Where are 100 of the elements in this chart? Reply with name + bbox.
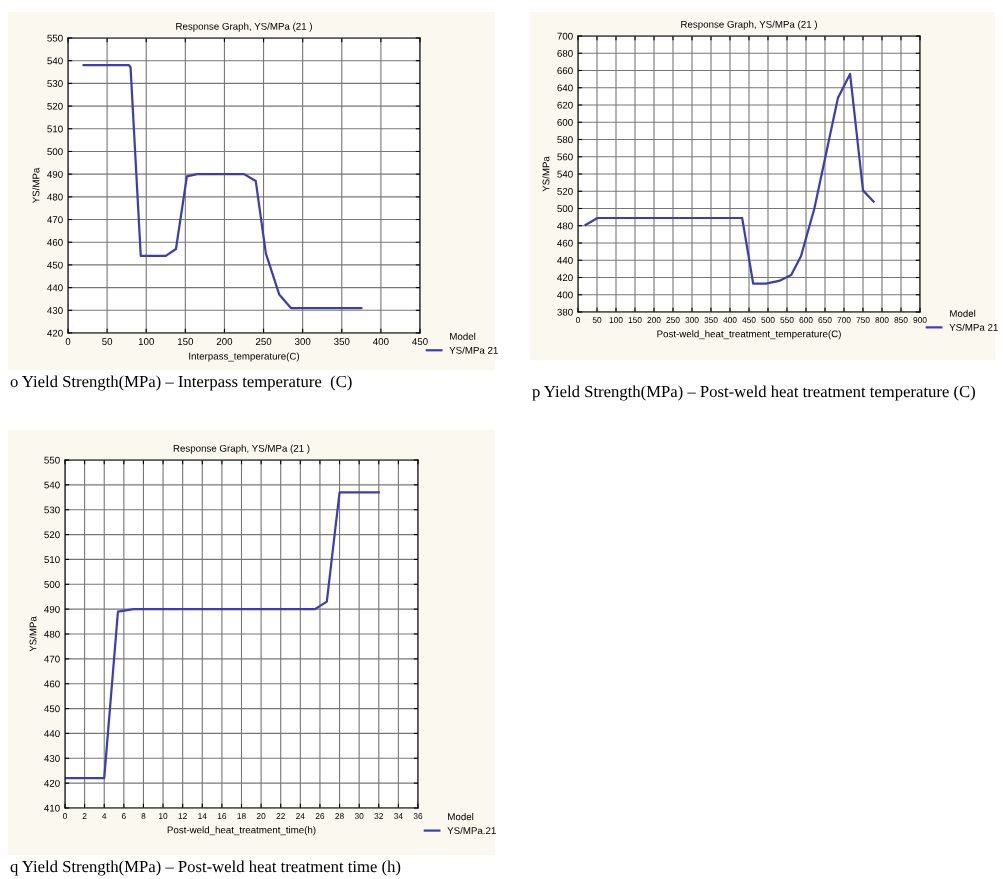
y-tick-label: 460 [557,239,573,247]
chart-title: Response Graph, YS/MPa (21 ) [173,444,310,454]
x-tick-label: 32 [374,813,383,819]
x-tick-label: 350 [334,338,350,345]
x-tick-label: 200 [647,317,661,323]
chart-title: Response Graph, YS/MPa (21 ) [681,20,817,30]
x-axis-title: Post-weld_heat_treatment_temperature(C) [657,330,841,340]
y-tick-label: 520 [47,102,63,110]
x-tick-label: 450 [742,317,756,323]
x-tick-label: 36 [413,813,423,819]
y-tick-label: 410 [44,804,60,812]
y-tick-label: 450 [47,261,63,269]
x-tick-label: 400 [723,317,737,323]
x-tick-label: 30 [354,813,364,819]
y-tick-label: 500 [44,581,60,588]
legend-label: YS/MPa 21 [949,323,998,331]
x-tick-label: 20 [256,813,266,819]
x-tick-label: 24 [296,813,305,819]
x-tick-label: 14 [198,813,207,819]
y-axis-title: YS/MPa [32,167,40,204]
legend-title: Model [450,332,476,340]
x-tick-label: 550 [780,317,794,323]
x-tick-label: 200 [216,338,233,345]
x-tick-label: 100 [138,338,154,345]
x-tick-label: 8 [141,813,146,819]
x-tick-label: 300 [294,338,311,345]
y-tick-label: 660 [557,67,573,75]
y-axis-title: YS/MPa [29,616,37,652]
y-tick-label: 530 [47,80,63,87]
line-series [65,491,380,780]
x-tick-label: 16 [217,813,227,819]
x-tick-label: 10 [159,813,168,819]
y-tick-label: 480 [47,193,63,201]
text: q Yield Strength(MPa) – Post-weld heat treatment time (h) [10,860,401,876]
y-tick-label: 490 [47,170,63,178]
x-tick-label: 2 [82,813,87,819]
y-tick-label: 540 [557,170,573,178]
x-tick-label: 50 [102,338,113,345]
y-tick-label: 430 [47,307,63,314]
y-axis-title: YS/MPa [542,156,550,192]
x-tick-label: 500 [761,317,775,323]
y-tick-label: 550 [47,34,63,42]
x-tick-label: 750 [856,317,870,323]
x-tick-label: 26 [315,813,325,819]
x-tick-label: 12 [178,813,187,819]
y-tick-label: 420 [44,779,60,787]
x-tick-label: 250 [255,338,272,345]
y-tick-label: 540 [44,481,60,489]
y-tick-label: 600 [557,118,573,126]
y-tick-label: 700 [557,32,573,40]
y-tick-label: 440 [557,256,573,264]
line-series [82,64,363,310]
y-tick-label: 500 [557,205,573,213]
y-tick-label: 540 [47,57,63,65]
x-tick-label: 28 [335,813,344,819]
y-tick-label: 620 [557,101,573,109]
text: p Yield Strength(MPa) – Post-weld heat treatment temperature (C) [532,385,975,401]
y-tick-label: 480 [557,222,573,230]
x-tick-label: 100 [609,317,623,323]
y-tick-label: 490 [44,605,60,613]
y-tick-label: 460 [44,680,60,688]
y-tick-label: 510 [47,125,63,133]
legend-label: YS/MPa 21 [449,346,498,354]
y-tick-label: 440 [44,730,60,738]
x-tick-label: 0 [65,338,71,345]
y-tick-label: 460 [47,238,63,246]
y-tick-label: 560 [557,153,573,161]
y-tick-label: 520 [557,187,573,195]
y-tick-label: 380 [557,308,573,316]
chart-title: Response Graph, YS/MPa (21 ) [176,22,312,32]
x-tick-label: 0 [576,317,580,323]
y-tick-label: 510 [44,556,60,564]
y-tick-label: 530 [44,506,60,514]
x-tick-label: 34 [394,813,403,819]
x-tick-label: 18 [237,813,246,819]
x-tick-label: 300 [685,317,699,323]
x-tick-label: 150 [177,338,194,345]
x-tick-label: 450 [412,338,428,345]
x-tick-label: 6 [121,813,126,819]
y-tick-label: 430 [44,755,60,762]
y-tick-label: 450 [44,705,60,713]
x-tick-label: 22 [276,813,285,819]
x-tick-label: 350 [704,317,718,323]
y-tick-label: 550 [44,456,60,464]
x-axis-title: Post-weld_heat_treatment_time(h) [167,826,316,836]
y-tick-label: 440 [47,284,63,292]
y-tick-label: 470 [44,655,60,663]
y-tick-label: 480 [44,630,60,638]
x-tick-label: 150 [628,317,642,323]
x-tick-label: 4 [102,813,107,819]
y-tick-label: 400 [557,291,573,299]
text: o Yield Strength(MPa) – Interpass temperature (C) [10,375,352,391]
y-tick-label: 580 [557,136,573,144]
y-tick-label: 520 [44,531,60,539]
y-tick-label: 500 [47,148,63,156]
y-tick-label: 420 [557,274,573,282]
line-series [584,72,875,285]
y-tick-label: 640 [557,84,573,92]
x-tick-label: 400 [373,338,389,345]
x-tick-label: 250 [666,317,680,323]
